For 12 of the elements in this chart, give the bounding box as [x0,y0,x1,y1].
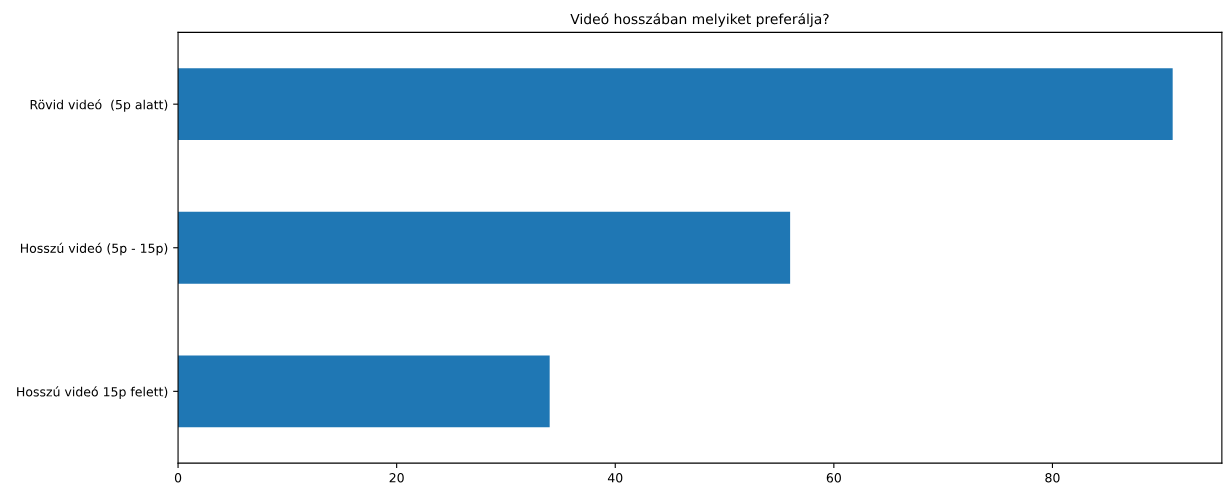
x-tick-label: 80 [1045,473,1060,483]
y-tick-label: Hosszú videó 15p felett) [17,386,168,399]
bar [178,68,1173,141]
x-tick-label: 0 [174,473,182,483]
y-tick-label: Hosszú videó (5p - 15p) [20,242,168,256]
x-tick-label: 20 [389,473,404,483]
chart-title: Videó hosszában melyiket preferálja? [570,12,829,27]
x-tick-label: 40 [607,473,623,483]
bar [178,355,550,428]
x-tick-label: 60 [826,473,841,483]
y-tick-label: Rövid videó (5p alatt) [30,99,168,112]
bar [178,211,791,284]
